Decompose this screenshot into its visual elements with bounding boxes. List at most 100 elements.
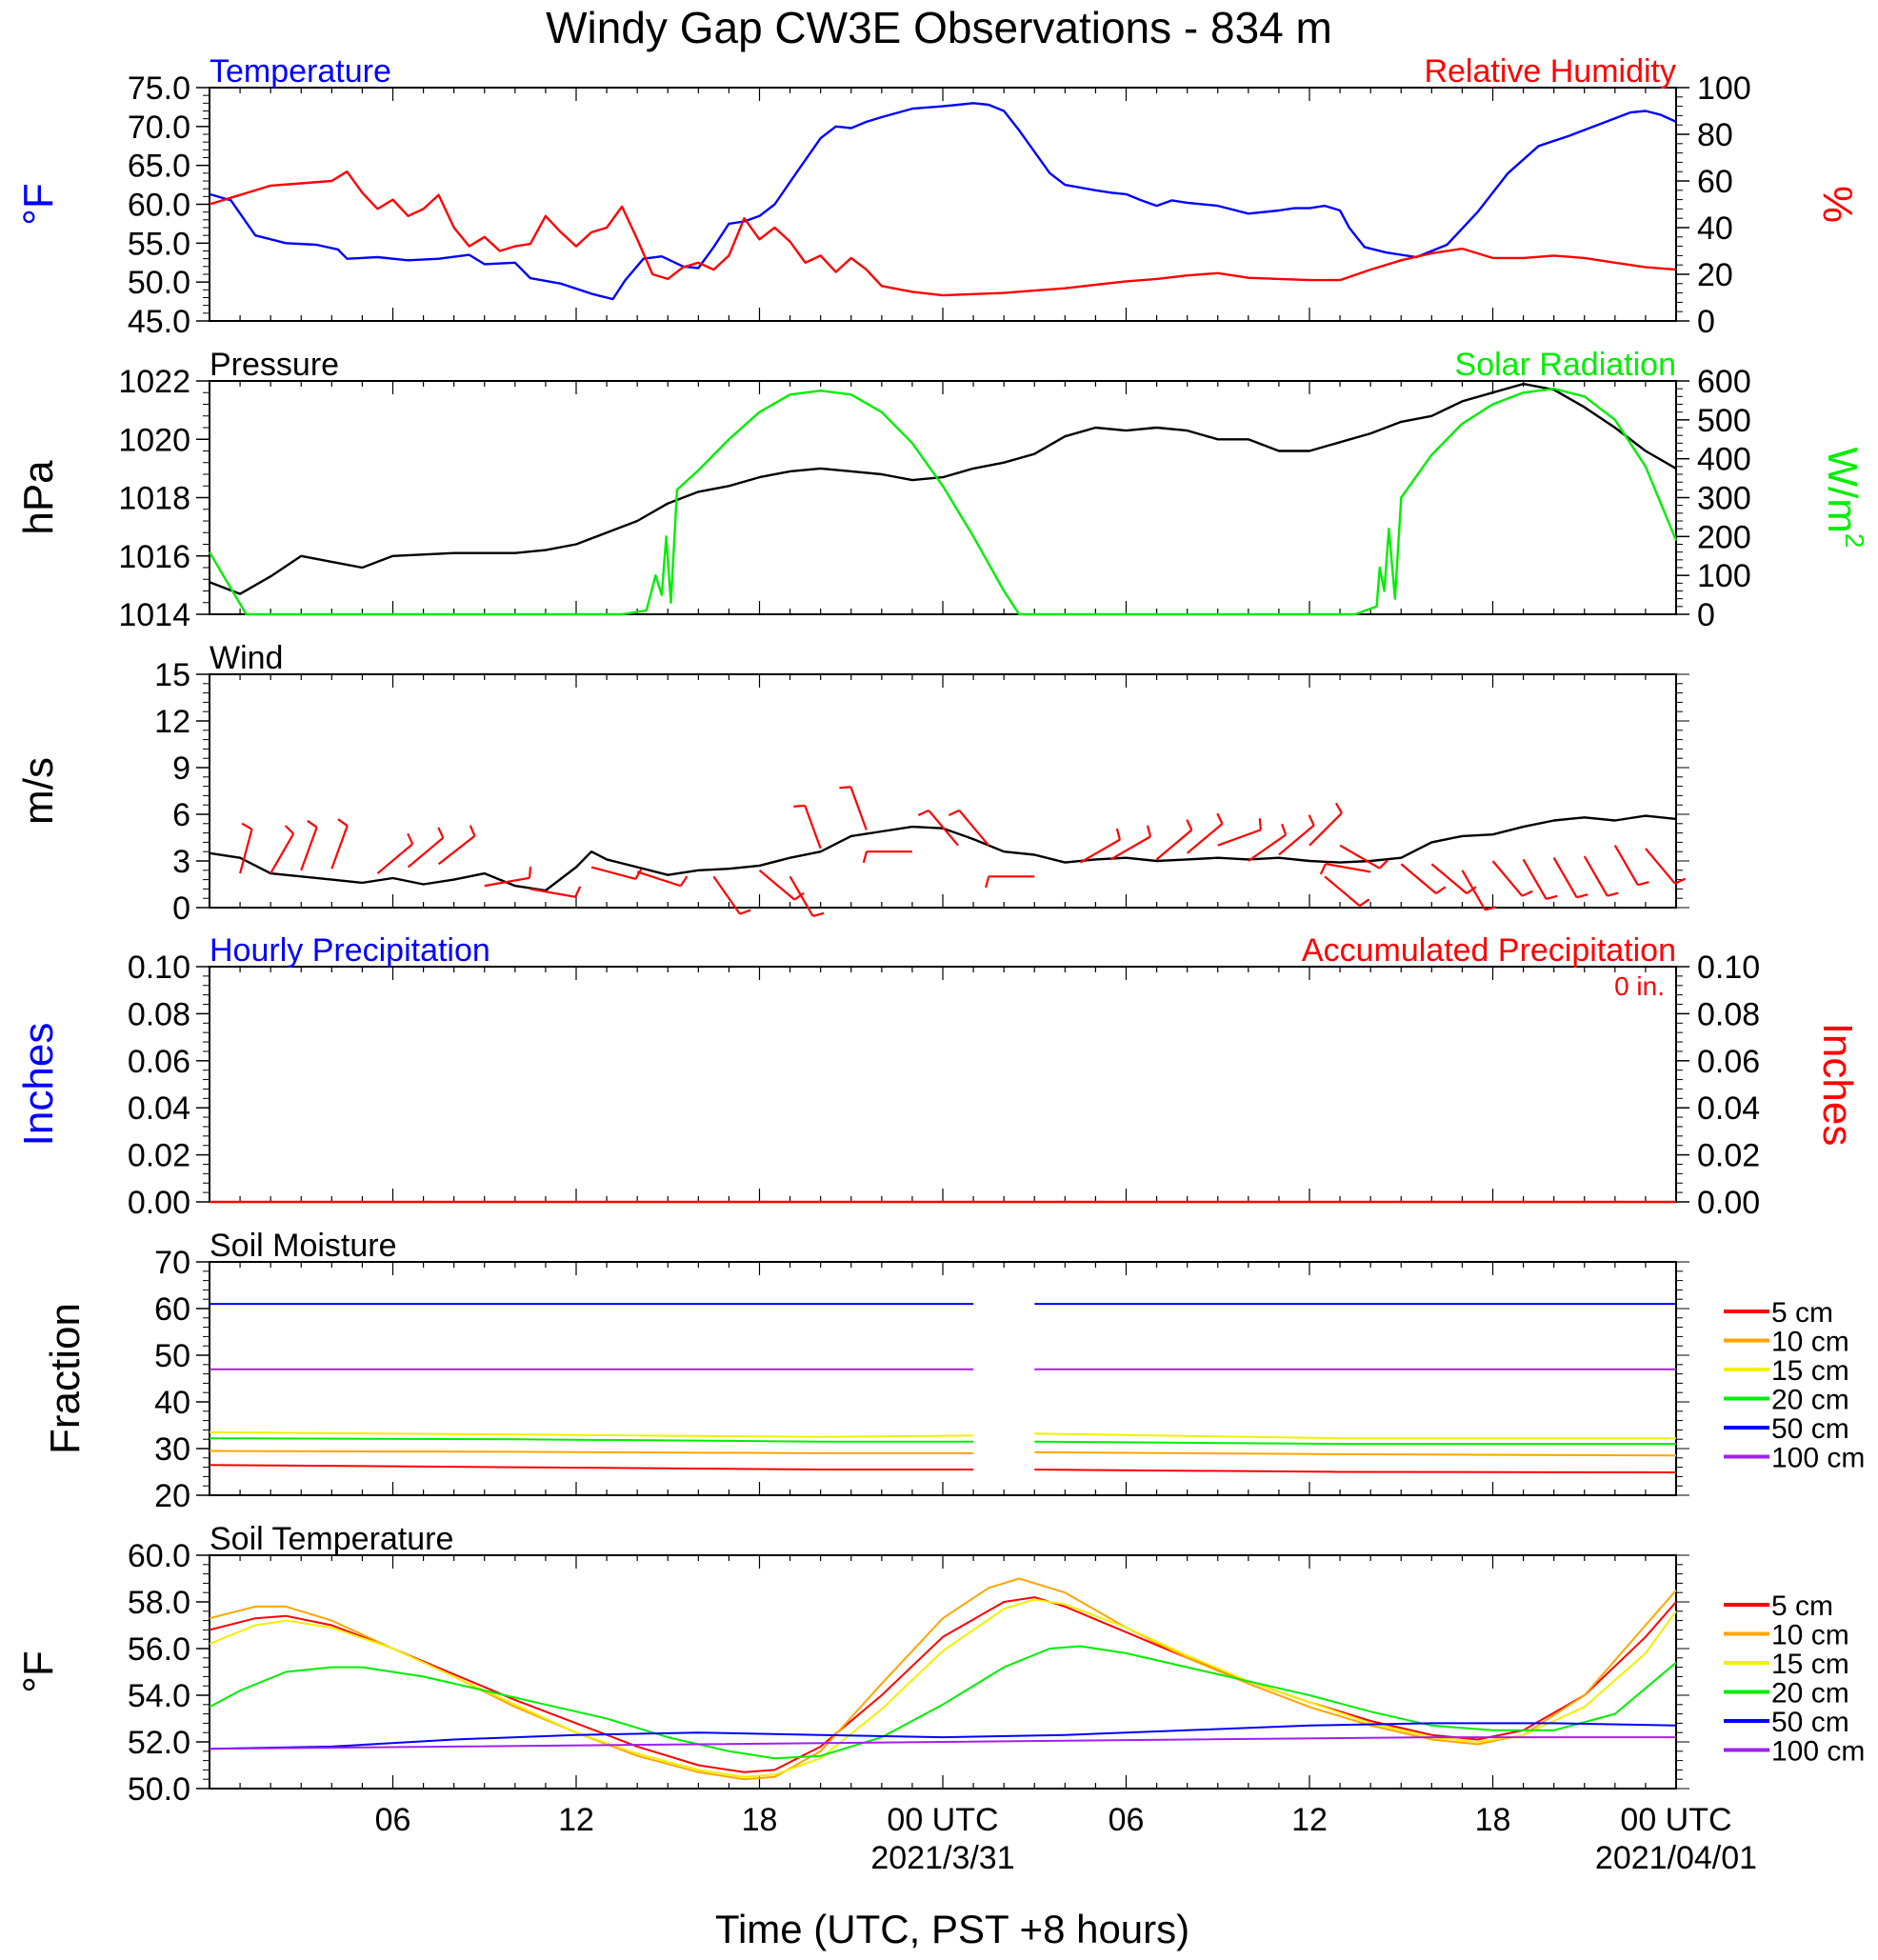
y-right-tick-label: 0: [1697, 304, 1715, 340]
legend-label: 50 cm: [1771, 1413, 1849, 1445]
legend-label: 10 cm: [1771, 1620, 1849, 1651]
wind-barb-flag: [1216, 812, 1224, 825]
y-tick-label: 50.0: [128, 1771, 190, 1808]
wind-barb-flag: [679, 875, 689, 887]
y-tick-label: 58.0: [128, 1585, 190, 1621]
y-axis-label: °F: [15, 183, 62, 225]
wind-barb: [1400, 863, 1437, 894]
panel-title: Soil Temperature: [210, 1521, 453, 1557]
y-tick-label: 0.02: [128, 1138, 190, 1174]
wind-barb-flag: [793, 804, 806, 808]
y-right-tick-label: 500: [1697, 403, 1751, 439]
wind-barb: [1430, 863, 1468, 894]
y-right-tick-label: 0.08: [1697, 996, 1760, 1032]
y-tick-label: 0: [172, 890, 190, 927]
wind-barb: [437, 834, 476, 866]
x-tick-label: 06: [375, 1802, 411, 1838]
y-tick-label: 70.0: [128, 110, 190, 146]
wind-barb: [1155, 829, 1193, 861]
wind-barb-flag: [1546, 894, 1558, 900]
plot-group: 75.070.065.060.055.050.045.0100806040200…: [15, 53, 1869, 1876]
wind-barb: [239, 829, 253, 874]
panel-title: Temperature: [210, 53, 391, 90]
y-tick-label: 1022: [118, 364, 190, 400]
y-tick-label: 60.0: [128, 188, 190, 224]
wind-barb: [1552, 857, 1578, 898]
y-tick-label: 55.0: [128, 226, 190, 262]
y-tick-label: 50: [154, 1338, 190, 1374]
wind-barb-flag: [1521, 890, 1533, 897]
wind-barb-flag: [337, 818, 349, 827]
y-right-tick-label: 0.10: [1697, 950, 1760, 986]
y-right-tick-label: 0: [1697, 597, 1715, 633]
y-right-tick-label: 80: [1697, 117, 1733, 153]
wind-barb-flag: [1359, 898, 1370, 908]
wind-barb: [1645, 848, 1676, 885]
wind-barb-flag: [1319, 863, 1327, 875]
wind-barb-flag: [528, 866, 532, 878]
y-tick-label: 0.06: [128, 1044, 190, 1080]
plot-frame: [209, 1554, 1677, 1790]
wind-barb: [758, 869, 795, 901]
y-axis-label-right: Inches: [1814, 1023, 1861, 1147]
legend-label: 15 cm: [1771, 1649, 1849, 1680]
y-tick-label: 60: [154, 1291, 190, 1328]
legend-label: 100 cm: [1771, 1736, 1865, 1768]
y-right-tick-label: 60: [1697, 164, 1733, 200]
series-line-20-cm: [209, 1437, 1676, 1446]
panel-title: Hourly Precipitation: [210, 932, 490, 969]
x-tick-label: 00 UTC: [1620, 1802, 1731, 1838]
y-tick-label: 40: [154, 1385, 190, 1421]
y-tick-label: 56.0: [128, 1631, 190, 1668]
y-axis-label-right: W/m2: [1819, 448, 1869, 549]
wind-barb-flag: [1435, 886, 1447, 895]
wind-barb-flag: [739, 909, 751, 915]
wind-barb-flag: [839, 786, 851, 790]
y-tick-label: 15: [154, 657, 190, 693]
series-line-15-cm: [209, 1430, 1676, 1440]
wind-barb-flag: [1637, 881, 1649, 887]
y-tick-label: 20: [154, 1478, 190, 1514]
series-line-relative-humidity: [209, 170, 1677, 297]
y-tick-label: 1014: [118, 597, 190, 633]
wind-barb-flag: [437, 827, 445, 839]
y-right-tick-label: 0.06: [1697, 1044, 1760, 1080]
y-tick-label: 65.0: [128, 149, 190, 185]
y-tick-label: 12: [154, 704, 190, 740]
y-axis-label: Inches: [15, 1023, 62, 1147]
wind-barb-flag: [284, 825, 294, 835]
y-right-tick-label: 200: [1697, 519, 1751, 555]
series-line-10-cm: [209, 1450, 1677, 1457]
y-tick-label: 70: [154, 1245, 190, 1281]
x-tick-label: 06: [1109, 1802, 1145, 1838]
legend-label: 5 cm: [1771, 1590, 1833, 1622]
chart-title: Windy Gap CW3E Observations - 834 m: [546, 3, 1332, 52]
panel-title-right: Relative Humidity: [1424, 53, 1676, 90]
x-tick-label: 12: [1291, 1802, 1328, 1838]
series-line-solar-radiation: [208, 388, 1678, 616]
wind-barb: [849, 786, 868, 830]
wind-barb: [330, 825, 349, 870]
wind-barb-flag: [634, 869, 643, 880]
y-tick-label: 3: [172, 844, 190, 880]
plot-frame: [209, 673, 1677, 909]
wind-barb: [1339, 844, 1381, 870]
wind-barb: [1583, 855, 1608, 897]
wind-barb-flag: [1186, 819, 1193, 830]
wind-barb: [636, 870, 682, 888]
wind-barb-flag: [407, 832, 414, 845]
wind-barb-flag: [917, 809, 929, 816]
wind-barb-flag: [793, 891, 805, 901]
plot-frame: [209, 966, 1677, 1203]
wind-barb: [407, 836, 445, 869]
legend-label: 15 cm: [1771, 1355, 1849, 1387]
wind-barb: [928, 810, 959, 847]
y-tick-label: 0.04: [128, 1090, 190, 1127]
wind-barb-flag: [307, 819, 318, 829]
wind-barb: [1324, 875, 1361, 908]
wind-barb-flag: [1146, 825, 1152, 837]
y-axis-label-right: %: [1814, 186, 1861, 223]
wind-barb-flag: [1115, 828, 1122, 840]
wind-barb-flag: [1576, 893, 1588, 899]
wind-barb: [270, 832, 295, 874]
